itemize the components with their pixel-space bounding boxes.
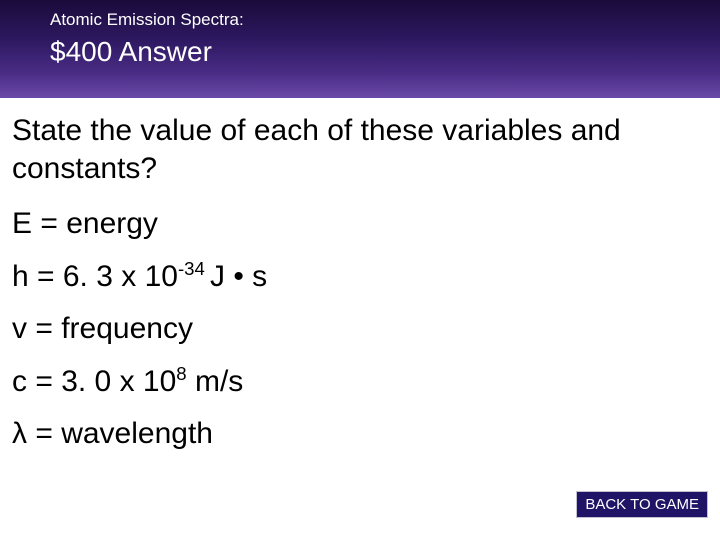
answer-value: wavelength	[61, 417, 213, 450]
answer-suffix: m/s	[187, 365, 244, 398]
answer-prefix: c =	[12, 365, 61, 398]
answer-sup: 8	[176, 363, 186, 384]
question-text: State the value of each of these variabl…	[12, 112, 708, 187]
answer-value: energy	[66, 207, 158, 240]
answer-line-e: E = energy	[12, 207, 708, 242]
answer-line-h: h = 6. 3 x 10-34 J • s	[12, 260, 708, 295]
answer-prefix: v =	[12, 312, 61, 345]
answer-line-lambda: λ = wavelength	[12, 417, 708, 452]
answer-value: frequency	[61, 312, 193, 345]
answer-line-c: c = 3. 0 x 108 m/s	[12, 365, 708, 400]
answer-sup: -34	[178, 258, 210, 279]
back-to-game-button[interactable]: BACK TO GAME	[576, 491, 708, 518]
category-label: Atomic Emission Spectra:	[50, 10, 720, 30]
answer-suffix: J • s	[210, 260, 267, 293]
answer-prefix: E =	[12, 207, 66, 240]
answer-line-v: v = frequency	[12, 312, 708, 347]
amount-label: $400 Answer	[50, 36, 720, 68]
answer-prefix: λ =	[12, 417, 61, 450]
slide-header: Atomic Emission Spectra: $400 Answer	[0, 0, 720, 98]
answer-value: 3. 0 x 10	[61, 365, 176, 398]
answer-value: 6. 3 x 10	[63, 260, 178, 293]
slide-content: State the value of each of these variabl…	[0, 98, 720, 452]
answer-prefix: h =	[12, 260, 63, 293]
